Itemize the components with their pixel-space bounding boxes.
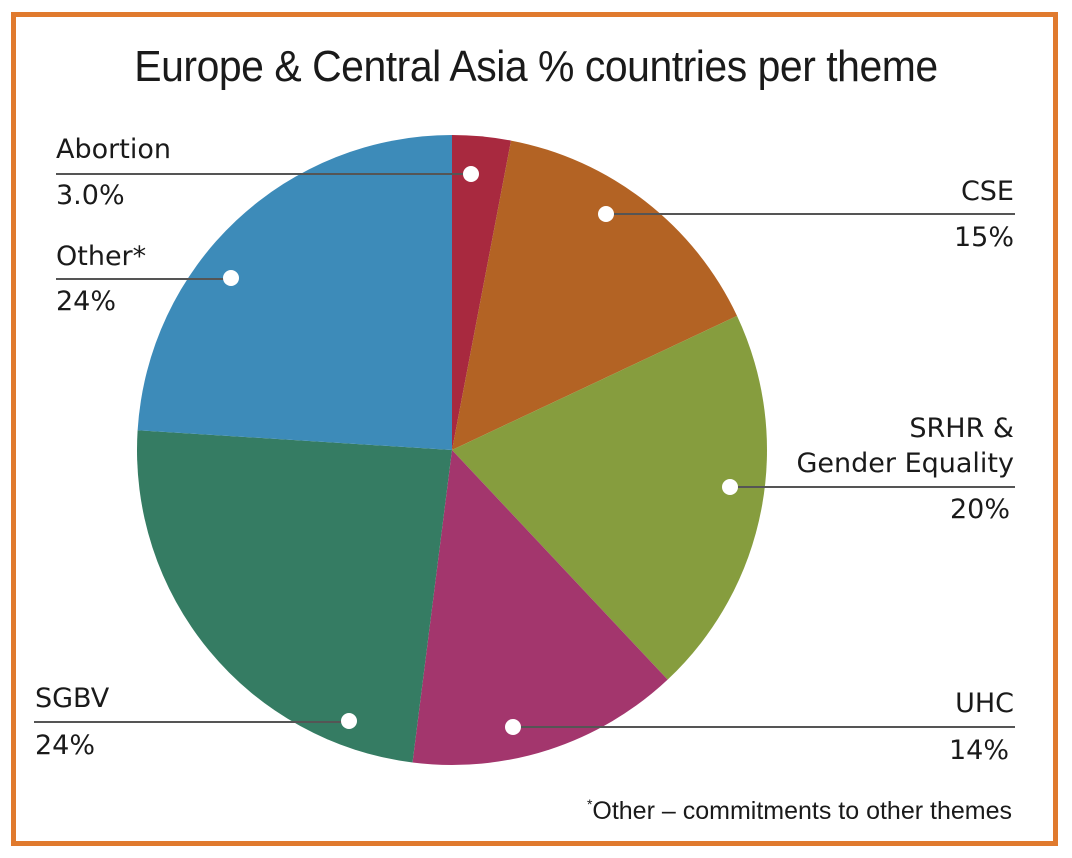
marker-sgbv [341, 713, 357, 729]
label-uhc: UHC [955, 688, 1014, 719]
value-abortion: 3.0% [56, 180, 125, 211]
pie-slice-abortion [452, 135, 512, 450]
label-other: Other* [56, 241, 147, 272]
label-srhr-line1: SRHR & [909, 413, 1014, 444]
value-other: 24% [56, 286, 117, 317]
footnote-text: Other – commitments to other themes [592, 797, 1012, 825]
marker-other [223, 270, 239, 286]
value-sgbv: 24% [35, 730, 96, 761]
label-abortion: Abortion [56, 134, 171, 165]
pie-slice-other [137, 135, 452, 450]
marker-uhc [505, 719, 521, 735]
pie-slice-cse [452, 140, 738, 450]
label-srhr-line2: Gender Equality [796, 448, 1014, 479]
pie-slice-sgbv [136, 430, 452, 763]
label-sgbv: SGBV [35, 683, 110, 714]
footnote: *Other – commitments to other themes [587, 796, 1012, 826]
value-srhr: 20% [949, 494, 1010, 525]
marker-cse [598, 206, 614, 222]
label-cse: CSE [960, 176, 1014, 207]
pie-slice-srhr-gender-equality [452, 315, 767, 680]
pie-slice-uhc [412, 450, 668, 765]
value-uhc: 14% [948, 735, 1009, 766]
leader-lines [34, 166, 1015, 735]
marker-srhr [722, 479, 738, 495]
chart-title: Europe & Central Asia % countries per th… [134, 42, 938, 91]
marker-abortion [463, 166, 479, 182]
value-cse: 15% [953, 222, 1014, 253]
pie-slices [136, 135, 767, 765]
footnote-marker: * [586, 796, 593, 812]
